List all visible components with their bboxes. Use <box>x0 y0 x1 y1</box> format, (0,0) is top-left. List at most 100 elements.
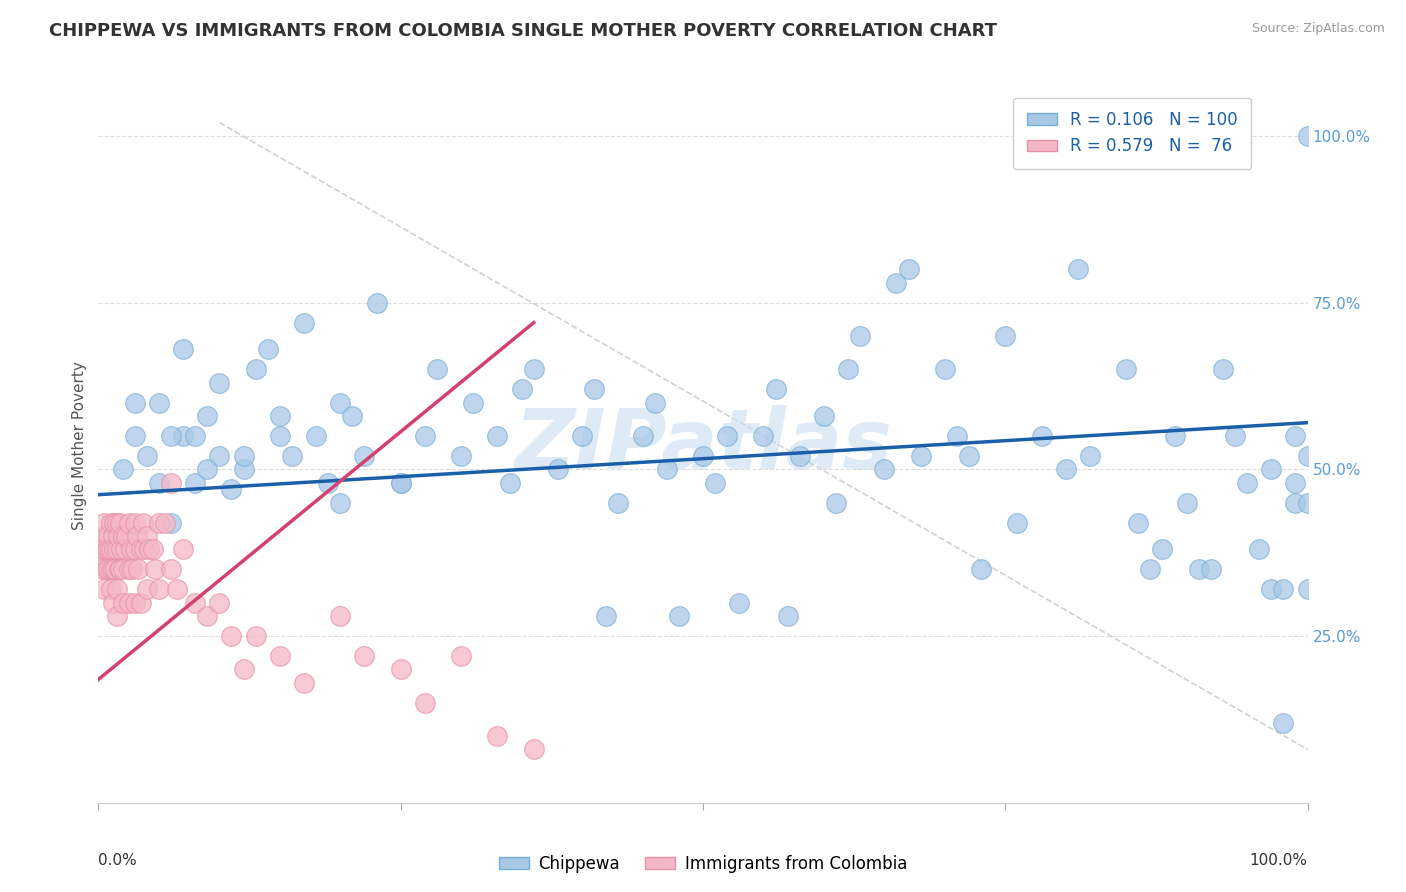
Point <box>1223 429 1246 443</box>
Point <box>98 542 121 557</box>
Point <box>1284 496 1306 510</box>
Point <box>111 596 134 610</box>
Point <box>121 562 143 576</box>
Point <box>1152 542 1174 557</box>
Point <box>100 542 122 557</box>
Point <box>1272 715 1295 730</box>
Point <box>107 529 129 543</box>
Point <box>221 483 243 497</box>
Point <box>134 542 156 557</box>
Point <box>97 562 120 576</box>
Point <box>886 276 908 290</box>
Point <box>184 596 207 610</box>
Point <box>329 496 352 510</box>
Point <box>135 582 157 597</box>
Point <box>91 529 114 543</box>
Point <box>100 562 122 576</box>
Point <box>1296 496 1319 510</box>
Point <box>342 409 364 423</box>
Point <box>93 516 115 530</box>
Point <box>728 596 751 610</box>
Point <box>668 609 690 624</box>
Point <box>1236 475 1258 490</box>
Point <box>752 429 775 443</box>
Point <box>135 449 157 463</box>
Point <box>1296 128 1319 143</box>
Point <box>523 742 546 756</box>
Point <box>1139 562 1161 576</box>
Point <box>221 629 243 643</box>
Point <box>1249 542 1271 557</box>
Point <box>1078 449 1101 463</box>
Point <box>389 475 412 490</box>
Point <box>142 542 165 557</box>
Point <box>105 609 128 624</box>
Point <box>607 496 630 510</box>
Legend: R = 0.106   N = 100, R = 0.579   N =  76: R = 0.106 N = 100, R = 0.579 N = 76 <box>1014 97 1251 169</box>
Point <box>269 409 291 423</box>
Point <box>269 649 291 664</box>
Point <box>1054 462 1077 476</box>
Point <box>353 649 375 664</box>
Point <box>366 295 388 310</box>
Point <box>208 449 231 463</box>
Point <box>138 542 160 557</box>
Point <box>498 475 520 490</box>
Point <box>153 516 176 530</box>
Point <box>108 562 131 576</box>
Point <box>97 529 120 543</box>
Point <box>100 582 122 597</box>
Point <box>124 395 146 409</box>
Point <box>110 542 132 557</box>
Point <box>353 449 375 463</box>
Point <box>837 362 859 376</box>
Point <box>256 343 278 357</box>
Point <box>765 382 787 396</box>
Point <box>232 462 254 476</box>
Point <box>129 596 152 610</box>
Point <box>281 449 304 463</box>
Point <box>96 542 118 557</box>
Point <box>1067 262 1090 277</box>
Point <box>269 429 291 443</box>
Point <box>389 662 412 676</box>
Text: CHIPPEWA VS IMMIGRANTS FROM COLOMBIA SINGLE MOTHER POVERTY CORRELATION CHART: CHIPPEWA VS IMMIGRANTS FROM COLOMBIA SIN… <box>49 22 997 40</box>
Point <box>195 609 218 624</box>
Point <box>127 562 149 576</box>
Point <box>148 516 170 530</box>
Point <box>93 582 115 597</box>
Point <box>1260 582 1282 597</box>
Point <box>946 429 969 443</box>
Point <box>245 362 267 376</box>
Text: 100.0%: 100.0% <box>1250 853 1308 868</box>
Point <box>1188 562 1211 576</box>
Point <box>232 449 254 463</box>
Point <box>873 462 896 476</box>
Point <box>245 629 267 643</box>
Point <box>692 449 714 463</box>
Point <box>825 496 848 510</box>
Point <box>90 542 112 557</box>
Point <box>120 542 142 557</box>
Point <box>101 596 124 610</box>
Point <box>115 529 138 543</box>
Point <box>148 582 170 597</box>
Point <box>571 429 593 443</box>
Point <box>105 542 128 557</box>
Point <box>184 429 207 443</box>
Point <box>1199 562 1222 576</box>
Point <box>849 329 872 343</box>
Point <box>166 582 188 597</box>
Point <box>547 462 569 476</box>
Point <box>510 382 533 396</box>
Point <box>1296 449 1319 463</box>
Point <box>486 729 509 743</box>
Point <box>114 542 136 557</box>
Point <box>172 429 194 443</box>
Point <box>1115 362 1137 376</box>
Point <box>583 382 606 396</box>
Point <box>160 562 183 576</box>
Point <box>208 376 231 390</box>
Text: Source: ZipAtlas.com: Source: ZipAtlas.com <box>1251 22 1385 36</box>
Point <box>1284 429 1306 443</box>
